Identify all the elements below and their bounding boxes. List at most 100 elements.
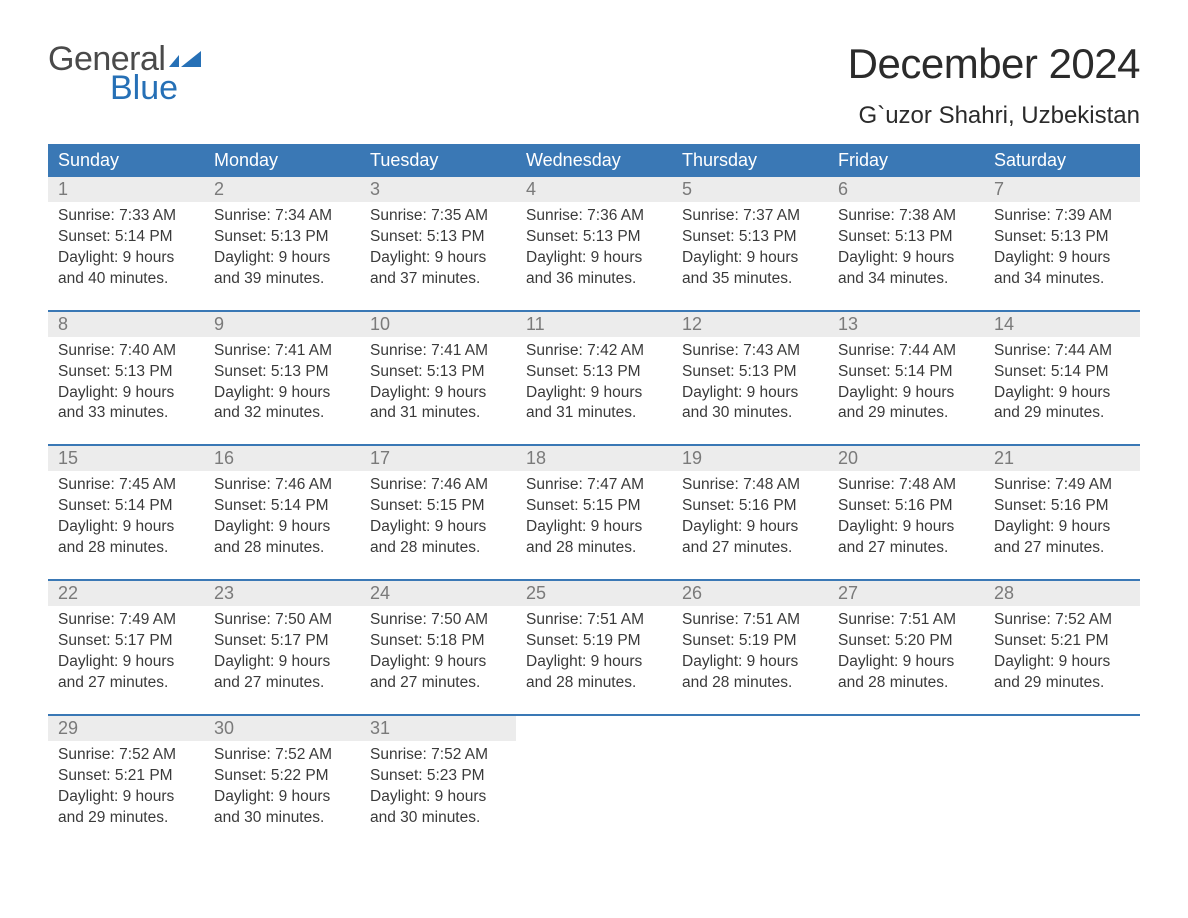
day-number: 27 [838, 583, 858, 603]
day-number: 6 [838, 179, 848, 199]
daylight-line-2: and 28 minutes. [58, 538, 194, 559]
weekday-header: Tuesday [360, 144, 516, 177]
weekday-header: Thursday [672, 144, 828, 177]
daylight-line-1: Daylight: 9 hours [214, 652, 350, 673]
day-number-row: 15 [48, 446, 204, 471]
day-number: 21 [994, 448, 1014, 468]
day-number-row: 4 [516, 177, 672, 202]
sunrise-line: Sunrise: 7:49 AM [994, 475, 1130, 496]
daylight-line-1: Daylight: 9 hours [370, 248, 506, 269]
day-number-row: 9 [204, 312, 360, 337]
daylight-line-1: Daylight: 9 hours [838, 383, 974, 404]
sunrise-line: Sunrise: 7:52 AM [370, 745, 506, 766]
daylight-line-2: and 27 minutes. [682, 538, 818, 559]
daylight-line-2: and 29 minutes. [994, 403, 1130, 424]
header: General Blue December 2024 G`uzor Shahri… [48, 40, 1140, 130]
day-body: Sunrise: 7:49 AMSunset: 5:17 PMDaylight:… [48, 606, 204, 694]
daylight-line-2: and 28 minutes. [682, 673, 818, 694]
day-body: Sunrise: 7:52 AMSunset: 5:22 PMDaylight:… [204, 741, 360, 829]
sunset-line: Sunset: 5:14 PM [994, 362, 1130, 383]
daylight-line-1: Daylight: 9 hours [58, 383, 194, 404]
calendar-day-cell: 20Sunrise: 7:48 AMSunset: 5:16 PMDayligh… [828, 446, 984, 565]
calendar-day-cell: 1Sunrise: 7:33 AMSunset: 5:14 PMDaylight… [48, 177, 204, 296]
daylight-line-1: Daylight: 9 hours [370, 383, 506, 404]
sunrise-line: Sunrise: 7:52 AM [58, 745, 194, 766]
sunrise-line: Sunrise: 7:50 AM [370, 610, 506, 631]
day-number-row: 19 [672, 446, 828, 471]
day-number: 16 [214, 448, 234, 468]
calendar-day-cell: 19Sunrise: 7:48 AMSunset: 5:16 PMDayligh… [672, 446, 828, 565]
daylight-line-2: and 34 minutes. [994, 269, 1130, 290]
sunset-line: Sunset: 5:18 PM [370, 631, 506, 652]
daylight-line-1: Daylight: 9 hours [214, 248, 350, 269]
weekday-header: Sunday [48, 144, 204, 177]
daylight-line-2: and 29 minutes. [994, 673, 1130, 694]
day-body: Sunrise: 7:41 AMSunset: 5:13 PMDaylight:… [360, 337, 516, 425]
day-body: Sunrise: 7:52 AMSunset: 5:21 PMDaylight:… [48, 741, 204, 829]
sunrise-line: Sunrise: 7:48 AM [838, 475, 974, 496]
daylight-line-1: Daylight: 9 hours [214, 787, 350, 808]
location-label: G`uzor Shahri, Uzbekistan [848, 102, 1140, 130]
daylight-line-1: Daylight: 9 hours [58, 652, 194, 673]
sunset-line: Sunset: 5:13 PM [838, 227, 974, 248]
weekday-header: Friday [828, 144, 984, 177]
daylight-line-1: Daylight: 9 hours [682, 517, 818, 538]
calendar-day-cell: 31 Sunrise: 7:52 AMSunset: 5:23 PMDayligh… [360, 716, 516, 835]
sunrise-line: Sunrise: 7:37 AM [682, 206, 818, 227]
calendar-day-cell: 22Sunrise: 7:49 AMSunset: 5:17 PMDayligh… [48, 581, 204, 700]
day-number: 26 [682, 583, 702, 603]
day-number-row: 17 [360, 446, 516, 471]
daylight-line-1: Daylight: 9 hours [838, 517, 974, 538]
day-number: 30 [214, 718, 234, 738]
day-body: Sunrise: 7:52 AMSunset: 5:23 PMDaylight:… [360, 741, 516, 829]
daylight-line-2: and 28 minutes. [526, 673, 662, 694]
day-number: 29 [58, 718, 78, 738]
day-number-row: 10 [360, 312, 516, 337]
sunrise-line: Sunrise: 7:45 AM [58, 475, 194, 496]
day-number: 20 [838, 448, 858, 468]
daylight-line-1: Daylight: 9 hours [214, 383, 350, 404]
calendar-day-cell: 28Sunrise: 7:52 AMSunset: 5:21 PMDayligh… [984, 581, 1140, 700]
day-number: 23 [214, 583, 234, 603]
calendar-week: 15 Sunrise: 7:45 AMSunset: 5:14 PM Dayligh… [48, 444, 1140, 565]
daylight-line-1: Daylight: 9 hours [58, 248, 194, 269]
calendar-day-cell: 6Sunrise: 7:38 AMSunset: 5:13 PMDaylight… [828, 177, 984, 296]
daylight-line-2: and 27 minutes. [58, 673, 194, 694]
daylight-line-1: Daylight: 9 hours [370, 517, 506, 538]
day-number-row: 23 [204, 581, 360, 606]
day-body: Sunrise: 7:36 AMSunset: 5:13 PMDaylight:… [516, 202, 672, 290]
sunset-line: Sunset: 5:23 PM [370, 766, 506, 787]
daylight-line-1: Daylight: 9 hours [370, 787, 506, 808]
calendar-day-cell [516, 716, 672, 835]
sunrise-line: Sunrise: 7:42 AM [526, 341, 662, 362]
sunset-line: Sunset: 5:21 PM [994, 631, 1130, 652]
sunset-line: Sunset: 5:13 PM [370, 362, 506, 383]
day-body: Sunrise: 7:47 AMSunset: 5:15 PMDaylight:… [516, 471, 672, 559]
day-body: Sunrise: 7:48 AMSunset: 5:16 PMDaylight:… [672, 471, 828, 559]
daylight-line-2: and 35 minutes. [682, 269, 818, 290]
daylight-line-1: Daylight: 9 hours [994, 383, 1130, 404]
sunrise-line: Sunrise: 7:34 AM [214, 206, 350, 227]
daylight-line-2: and 39 minutes. [214, 269, 350, 290]
day-number: 31 [370, 718, 390, 738]
daylight-line-2: and 34 minutes. [838, 269, 974, 290]
sunset-line: Sunset: 5:19 PM [682, 631, 818, 652]
sunrise-line: Sunrise: 7:36 AM [526, 206, 662, 227]
day-number: 2 [214, 179, 224, 199]
daylight-line-2: and 28 minutes. [370, 538, 506, 559]
sunset-line: Sunset: 5:14 PM [58, 496, 194, 517]
sunset-line: Sunset: 5:13 PM [526, 227, 662, 248]
weekday-header: Wednesday [516, 144, 672, 177]
sunrise-line: Sunrise: 7:46 AM [370, 475, 506, 496]
day-body: Sunrise: 7:43 AMSunset: 5:13 PMDaylight:… [672, 337, 828, 425]
title-block: December 2024 G`uzor Shahri, Uzbekistan [848, 40, 1140, 130]
day-number-row: 3 [360, 177, 516, 202]
calendar-day-cell: 30 Sunrise: 7:52 AMSunset: 5:22 PMDayligh… [204, 716, 360, 835]
day-number-row: 1 [48, 177, 204, 202]
sunset-line: Sunset: 5:22 PM [214, 766, 350, 787]
weeks-container: 1Sunrise: 7:33 AMSunset: 5:14 PMDaylight… [48, 177, 1140, 834]
day-number-row: 14 [984, 312, 1140, 337]
sunrise-line: Sunrise: 7:52 AM [214, 745, 350, 766]
calendar-day-cell: 25Sunrise: 7:51 AMSunset: 5:19 PMDayligh… [516, 581, 672, 700]
day-body: Sunrise: 7:41 AMSunset: 5:13 PMDaylight:… [204, 337, 360, 425]
